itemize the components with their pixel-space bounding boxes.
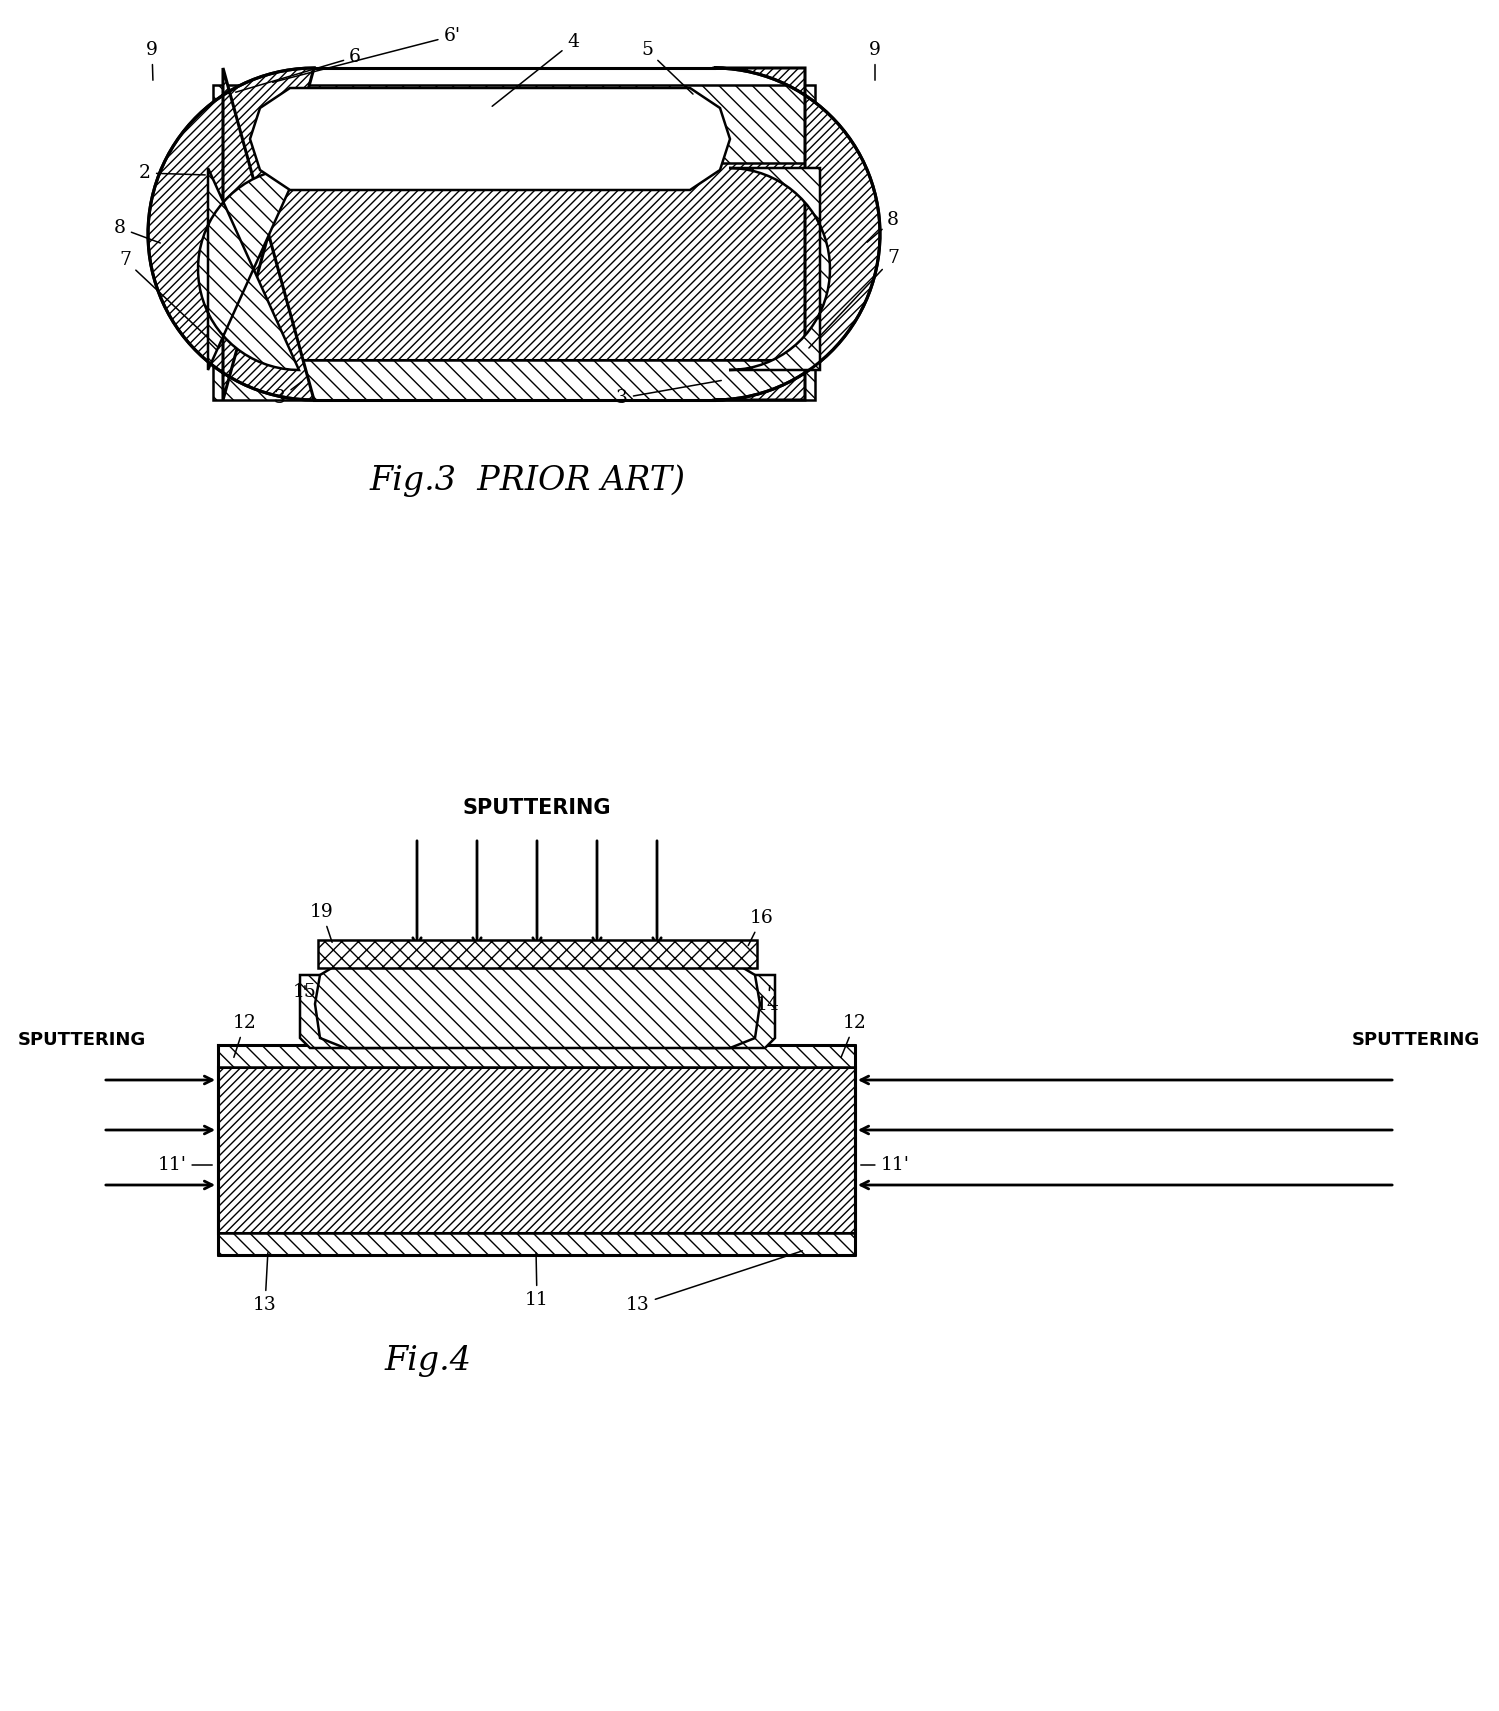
Text: Fig.3  PRIOR ART): Fig.3 PRIOR ART) [370, 464, 687, 496]
Polygon shape [318, 939, 757, 968]
Text: 9: 9 [869, 41, 881, 80]
Text: 13: 13 [253, 1252, 277, 1314]
Text: 4: 4 [492, 33, 579, 106]
Text: 13: 13 [627, 1251, 802, 1314]
Polygon shape [714, 68, 880, 400]
Polygon shape [315, 960, 760, 1049]
Text: 5: 5 [642, 41, 693, 94]
Polygon shape [217, 1045, 854, 1068]
Text: Fig.4: Fig.4 [385, 1345, 472, 1377]
Text: 6: 6 [235, 48, 361, 92]
Text: 11': 11' [157, 1157, 213, 1174]
Text: 8: 8 [866, 210, 899, 243]
Text: 9: 9 [145, 41, 157, 80]
Polygon shape [198, 168, 298, 370]
Text: SPUTTERING: SPUTTERING [463, 797, 612, 818]
Text: 2: 2 [139, 164, 205, 181]
Polygon shape [729, 168, 830, 370]
Text: 11: 11 [525, 1252, 549, 1309]
Polygon shape [217, 1234, 854, 1254]
Text: 19: 19 [310, 903, 334, 943]
Text: 3: 3 [274, 382, 301, 407]
Text: 7: 7 [809, 250, 899, 347]
Text: 8: 8 [114, 219, 160, 243]
Polygon shape [213, 86, 815, 163]
Polygon shape [217, 1068, 854, 1234]
Polygon shape [213, 161, 815, 359]
Polygon shape [148, 68, 313, 400]
Text: 7: 7 [118, 252, 219, 347]
Text: 14: 14 [755, 986, 779, 1015]
Text: 12: 12 [232, 1015, 256, 1057]
Text: 6': 6' [273, 27, 460, 82]
Polygon shape [696, 975, 775, 1049]
Text: SPUTTERING: SPUTTERING [18, 1032, 147, 1049]
Text: 3: 3 [616, 380, 721, 407]
Polygon shape [213, 359, 815, 400]
Text: 11': 11' [860, 1157, 910, 1174]
Text: SPUTTERING: SPUTTERING [1352, 1032, 1480, 1049]
Text: 15: 15 [294, 984, 316, 1001]
Text: 16: 16 [748, 909, 773, 946]
Polygon shape [300, 975, 381, 1049]
Text: 12: 12 [841, 1015, 866, 1057]
Polygon shape [280, 98, 700, 181]
Polygon shape [250, 87, 730, 190]
